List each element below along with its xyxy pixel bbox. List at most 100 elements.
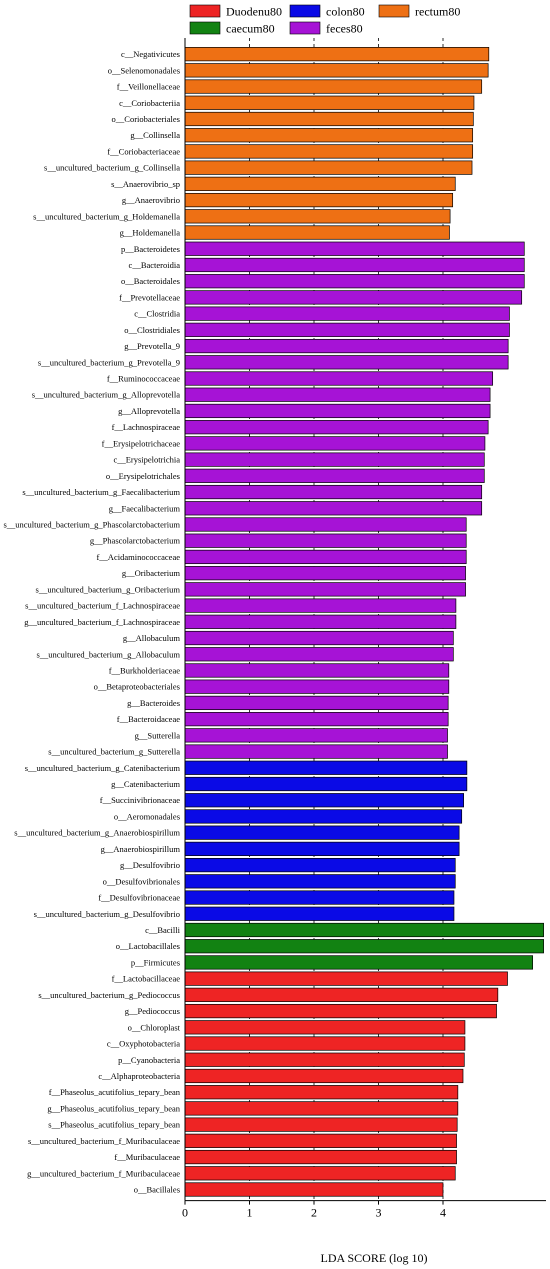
- y-label-s__uncultured_bacterium_f_Lachnospiraceae: s__uncultured_bacterium_f_Lachnospiracea…: [25, 601, 180, 611]
- y-label-f__Ruminococcaceae: f__Ruminococcaceae: [107, 374, 180, 384]
- legend-swatch-feces80: [289, 21, 321, 35]
- bar-f__Acidaminococcaceae: [184, 549, 467, 565]
- y-label-g__Bacteroides: g__Bacteroides: [127, 698, 180, 708]
- bar-s__uncultured_bacterium_g_Holdemanella: [184, 209, 451, 224]
- bar-s__uncultured_bacterium_g_Faecalibacterium: [184, 484, 483, 500]
- bar-g__uncultured_bacterium_f_Lachnospiraceae: [184, 614, 457, 629]
- x-tick-label-1: 1: [247, 1206, 253, 1220]
- bar-g__Alloprevotella: [184, 403, 491, 419]
- bar-f__Bacteroidaceae: [184, 712, 449, 727]
- bar-f__Coriobacteriaceae: [184, 144, 474, 159]
- bar-f__Lactobacillaceae: [184, 971, 508, 986]
- legend-swatch-colon80: [289, 4, 321, 18]
- bar-c__Coriobacteriia: [184, 95, 475, 110]
- bar-g__Bacteroides: [184, 695, 449, 711]
- y-label-g__Catenibacterium: g__Catenibacterium: [111, 779, 180, 789]
- legend: Duodenu80 colon80 rectum80 caecum80 feces80: [189, 4, 460, 36]
- x-tick-label-4: 4: [440, 1206, 446, 1220]
- bar-g__Desulfovibrio: [184, 858, 456, 873]
- y-label-o__Clostridiales: o__Clostridiales: [124, 325, 180, 335]
- bar-o__Selenomonadales: [184, 63, 489, 78]
- bar-o__Bacillales: [184, 1182, 444, 1197]
- bar-g__Prevotella_9: [184, 338, 509, 354]
- y-label-s__uncultured_bacterium_g_Oribacterium: s__uncultured_bacterium_g_Oribacterium: [36, 584, 181, 594]
- bar-s__uncultured_bacterium_g_Phascolarctobacterium: [184, 517, 467, 532]
- y-label-o__Erysipelotrichales: o__Erysipelotrichales: [106, 471, 180, 481]
- y-label-f__Desulfovibrionaceae: f__Desulfovibrionaceae: [98, 893, 180, 903]
- y-label-s__uncultured_bacterium_g_Desulfovibrio: s__uncultured_bacterium_g_Desulfovibrio: [34, 909, 180, 919]
- legend-label-rectum80: rectum80: [415, 5, 460, 19]
- y-label-o__Chloroplast: o__Chloroplast: [128, 1022, 181, 1032]
- bar-p__Firmicutes: [184, 955, 534, 970]
- y-label-o__Desulfovibrionales: o__Desulfovibrionales: [103, 876, 180, 886]
- bar-g__Anaerovibrio: [184, 192, 454, 208]
- bar-g__Allobaculum: [184, 630, 454, 646]
- y-label-g__Desulfovibrio: g__Desulfovibrio: [120, 860, 180, 870]
- y-label-g__Oribacterium: g__Oribacterium: [122, 568, 180, 578]
- bar-f__Succinivibrionaceae: [184, 793, 464, 808]
- y-label-f__Lactobacillaceae: f__Lactobacillaceae: [112, 974, 181, 984]
- y-label-p__Cyanobacteria: p__Cyanobacteria: [118, 1055, 180, 1065]
- y-label-s__Phaseolus_acutifolius_tepary_bean: s__Phaseolus_acutifolius_tepary_bean: [48, 1120, 180, 1130]
- bar-o__Clostridiales: [184, 322, 510, 337]
- bar-s__uncultured_bacterium_g_Catenibacterium: [184, 760, 468, 775]
- bar-g__uncultured_bacterium_f_Muribaculaceae: [184, 1166, 456, 1181]
- y-label-c__Negativicutes: c__Negativicutes: [121, 49, 180, 59]
- bar-g__Oribacterium: [184, 566, 466, 581]
- y-label-o__Coriobacteriales: o__Coriobacteriales: [112, 114, 180, 124]
- y-label-c__Erysipelotrichia: c__Erysipelotrichia: [113, 455, 180, 465]
- y-label-s__uncultured_bacterium_g_Sutterella: s__uncultured_bacterium_g_Sutterella: [48, 747, 180, 757]
- y-label-f__Bacteroidaceae: f__Bacteroidaceae: [117, 714, 180, 724]
- bar-o__Desulfovibrionales: [184, 874, 456, 889]
- bar-g__Holdemanella: [184, 225, 450, 240]
- y-label-f__Succinivibrionaceae: f__Succinivibrionaceae: [100, 795, 180, 805]
- y-tick-labels: c__Negativicutes o__Selenomonadales f__Vei…: [3, 49, 180, 1194]
- y-label-s__uncultured_bacterium_g_Allobaculum: s__uncultured_bacterium_g_Allobaculum: [36, 649, 180, 659]
- bar-s__uncultured_bacterium_g_Alloprevotella: [184, 387, 491, 402]
- y-label-p__Bacteroidetes: p__Bacteroidetes: [121, 244, 180, 254]
- legend-label-colon80: colon80: [326, 5, 365, 19]
- y-label-f__Erysipelotrichaceae: f__Erysipelotrichaceae: [102, 438, 181, 448]
- bar-s__Anaerovibrio_sp: [184, 176, 456, 191]
- bar-o__Coriobacteriales: [184, 111, 474, 127]
- bar-g__Sutterella: [184, 728, 448, 743]
- bar-s__uncultured_bacterium_g_Prevotella_9: [184, 355, 509, 370]
- bar-g__Anaerobiospirillum: [184, 841, 460, 856]
- y-label-s__uncultured_bacterium_g_Holdemanella: s__uncultured_bacterium_g_Holdemanella: [33, 211, 180, 221]
- bar-s__Phaseolus_acutifolius_tepary_bean: [184, 1117, 458, 1132]
- y-label-f__Prevotellaceae: f__Prevotellaceae: [119, 292, 180, 302]
- bar-f__Prevotellaceae: [184, 290, 523, 305]
- y-label-g__Holdemanella: g__Holdemanella: [120, 228, 181, 238]
- bar-g__Catenibacterium: [184, 776, 468, 792]
- y-label-o__Selenomonadales: o__Selenomonadales: [108, 65, 180, 75]
- y-label-c__Clostridia: c__Clostridia: [134, 309, 180, 319]
- y-label-g__Prevotella_9: g__Prevotella_9: [124, 341, 180, 351]
- y-label-c__Alphaproteobacteria: c__Alphaproteobacteria: [98, 1071, 180, 1081]
- bar-c__Clostridia: [184, 306, 510, 321]
- y-label-f__Phaseolus_acutifolius_tepary_bean: f__Phaseolus_acutifolius_tepary_bean: [49, 1087, 181, 1097]
- y-label-s__uncultured_bacterium_g_Catenibacterium: s__uncultured_bacterium_g_Catenibacteriu…: [25, 763, 181, 773]
- legend-swatch-rectum80: [378, 4, 410, 18]
- bar-p__Bacteroidetes: [184, 241, 525, 256]
- y-label-s__uncultured_bacterium_g_Anaerobiospirillum: s__uncultured_bacterium_g_Anaerobiospiri…: [14, 828, 180, 838]
- y-label-g__Allobaculum: g__Allobaculum: [123, 633, 181, 643]
- y-label-o__Aeromonadales: o__Aeromonadales: [114, 811, 180, 821]
- bar-c__Alphaproteobacteria: [184, 1068, 464, 1084]
- x-tick-label-2: 2: [311, 1206, 317, 1220]
- bars: [184, 47, 544, 1197]
- y-label-g__Faecalibacterium: g__Faecalibacterium: [109, 503, 181, 513]
- bar-g__Phascolarctobacterium: [184, 533, 467, 548]
- bar-c__Bacteroidia: [184, 257, 525, 273]
- y-label-o__Bacillales: o__Bacillales: [134, 1185, 180, 1195]
- legend-label-feces80: feces80: [326, 22, 363, 36]
- y-label-o__Betaproteobacteriales: o__Betaproteobacteriales: [94, 682, 180, 692]
- y-label-c__Oxyphotobacteria: c__Oxyphotobacteria: [107, 1039, 180, 1049]
- bar-o__Chloroplast: [184, 1020, 466, 1035]
- y-label-s__Anaerovibrio_sp: s__Anaerovibrio_sp: [111, 179, 180, 189]
- bar-s__uncultured_bacterium_f_Muribaculaceae: [184, 1133, 457, 1148]
- y-label-o__Lactobacillales: o__Lactobacillales: [116, 941, 180, 951]
- y-label-o__Bacteroidales: o__Bacteroidales: [121, 276, 180, 286]
- bar-f__Veillonellaceae: [184, 79, 483, 94]
- y-label-c__Coriobacteriia: c__Coriobacteriia: [119, 98, 180, 108]
